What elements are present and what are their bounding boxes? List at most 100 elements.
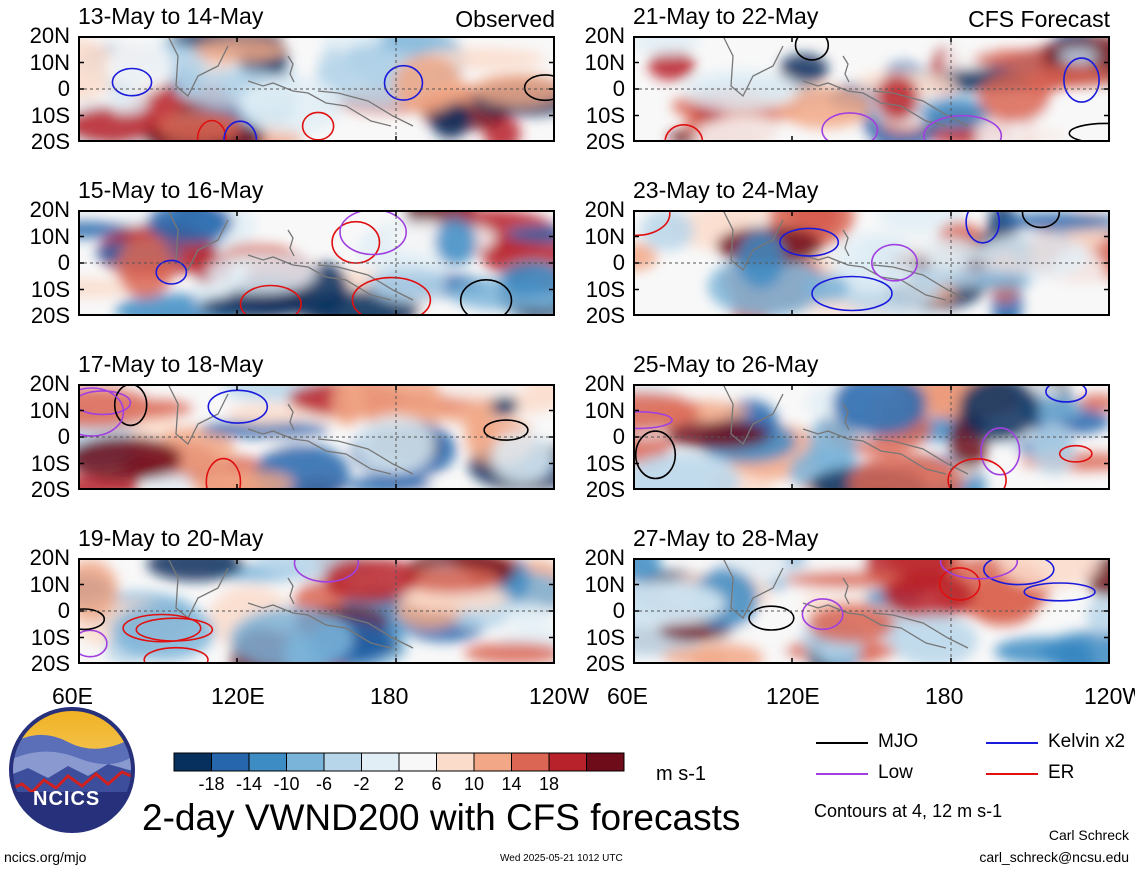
anomaly-blob [633, 391, 700, 432]
anomaly-blob [973, 49, 1048, 69]
y-tick-label: 10S [30, 276, 70, 302]
colorbar-swatch [286, 752, 325, 772]
anomaly-blob [775, 86, 872, 129]
anomaly-blob [78, 385, 156, 429]
y-tick-label: 10N [584, 49, 625, 75]
y-tick-label: 20N [29, 197, 70, 222]
colorbar-swatch [436, 752, 475, 772]
heatmap-panel [633, 36, 1110, 142]
y-tick-label: 10S [585, 102, 625, 128]
contour-line [155, 259, 188, 285]
contour-line [794, 36, 830, 61]
colorbar-tick-label: -14 [236, 774, 262, 794]
website[interactable]: ncics.org/mjo [4, 849, 87, 865]
legend-label: Kelvin x2 [1048, 731, 1126, 752]
colorbar-swatch [511, 752, 550, 772]
contour-line [947, 458, 1007, 490]
anomaly-blob [920, 97, 990, 130]
y-tick-label: 10S [585, 450, 625, 476]
colorbar-swatch [173, 752, 212, 772]
panel-title: 19-May to 20-May [78, 525, 264, 551]
heatmap-panel [633, 384, 1110, 490]
contour-line [122, 613, 202, 643]
contour-line [351, 276, 432, 316]
anomaly-blob [229, 607, 354, 664]
panel-title: 21-May to 22-May [633, 3, 819, 29]
anomaly-blob [346, 384, 440, 425]
anomaly-blob [633, 36, 701, 55]
contour-line [939, 558, 1019, 580]
anomaly-blob [1058, 47, 1097, 66]
anomaly-blob [1086, 596, 1110, 636]
y-tick-label: 10N [29, 397, 70, 423]
timestamp: Wed 2025-05-21 1012 UTC [500, 853, 623, 864]
anomaly-blob [425, 384, 528, 399]
y-tick-label: 0 [612, 250, 625, 275]
colorbar-tick-label: -2 [353, 774, 369, 794]
panel-title: 25-May to 26-May [633, 351, 819, 377]
anomaly-blob [890, 615, 978, 664]
coastline [167, 36, 414, 127]
coastline [167, 384, 414, 475]
y-tick-label: 20S [30, 303, 70, 328]
contour-line [301, 111, 335, 141]
anomaly-blob [78, 106, 158, 142]
contour-line [811, 275, 893, 312]
contour-line [207, 389, 269, 424]
heatmap-panel [78, 36, 555, 142]
anomaly-blob [978, 71, 1051, 123]
anomaly-blob [882, 571, 975, 620]
anomaly-blob [157, 110, 243, 142]
colorbar-swatch [473, 752, 512, 772]
y-tick-label: 0 [57, 76, 70, 101]
colorbar-tick-label: 18 [539, 774, 559, 794]
units-label: m s-1 [656, 763, 706, 785]
colorbar-tick-label: 2 [394, 774, 404, 794]
colorbar-tick-label: -10 [273, 774, 299, 794]
anomaly-blob [505, 602, 553, 629]
y-tick-label: 10N [29, 49, 70, 75]
contour-line [983, 558, 1055, 586]
coastline [722, 210, 969, 301]
y-tick-label: 20S [585, 129, 625, 154]
y-tick-label: 20N [29, 23, 70, 48]
anomaly-blob [808, 603, 895, 644]
coastline [722, 36, 969, 127]
legend-swatch [986, 742, 1038, 744]
anomaly-blob [323, 558, 417, 604]
colorbar-swatch [361, 752, 400, 772]
anomaly-blob [779, 53, 829, 85]
anomaly-blob [688, 642, 765, 664]
colorbar-tick-label: 6 [431, 774, 441, 794]
coastline [167, 210, 414, 301]
y-tick-label: 20S [30, 651, 70, 676]
email[interactable]: carl_schreck@ncsu.edu [979, 849, 1129, 865]
y-tick-label: 20N [584, 371, 625, 396]
colorbar-tick-label: -18 [198, 774, 224, 794]
legend-label: ER [1048, 762, 1075, 783]
contour-line [135, 617, 214, 642]
anomaly-blob [346, 476, 432, 490]
colorbar-swatch [211, 752, 250, 772]
anomaly-blob [958, 384, 1040, 442]
contour-line [980, 427, 1021, 476]
coastline [722, 558, 969, 649]
y-tick-label: 0 [612, 598, 625, 623]
anomaly-blob [463, 642, 555, 664]
anomaly-blob [491, 431, 555, 483]
anomaly-blob [117, 235, 174, 299]
contour-line [633, 210, 671, 237]
anomaly-blob [1040, 630, 1110, 664]
contour-note: Contours at 4, 12 m s-1 [814, 801, 1003, 821]
anomaly-blob [803, 273, 849, 303]
anomaly-blob [832, 384, 927, 436]
anomaly-blob [105, 38, 173, 97]
anomaly-blob [682, 69, 799, 112]
anomaly-blob [501, 261, 555, 298]
contour-line [78, 608, 106, 631]
contour-line [78, 629, 108, 658]
anomaly-blob [78, 38, 115, 102]
y-tick-label: 10S [30, 102, 70, 128]
contour-line [483, 419, 529, 441]
anomaly-blob [976, 232, 1090, 279]
